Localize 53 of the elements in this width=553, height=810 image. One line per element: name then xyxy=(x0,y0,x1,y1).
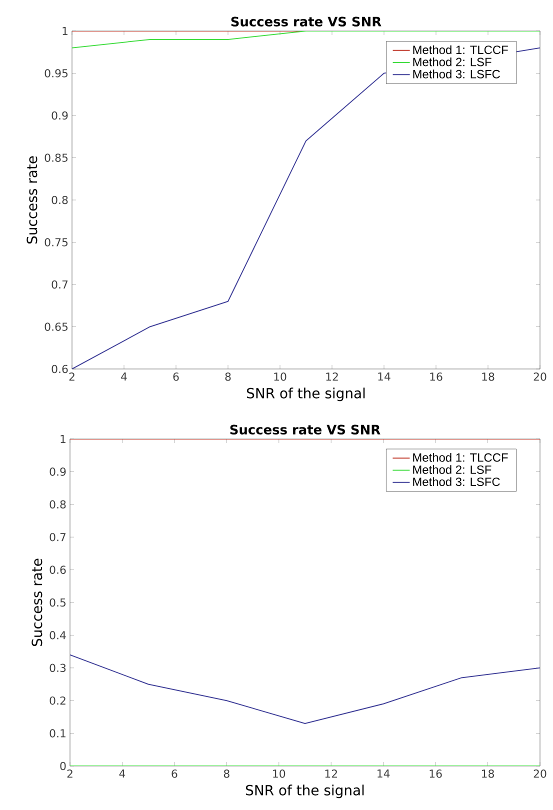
x-axis-title: SNR of the signal xyxy=(246,784,364,798)
y-tick-label: 0.9 xyxy=(52,111,68,120)
x-tick-label: 2 xyxy=(69,372,74,381)
y-tick-label: 0.3 xyxy=(50,664,66,672)
y-tick-label: 0.4 xyxy=(50,631,66,640)
y-tick-label: 0.95 xyxy=(44,69,68,78)
line-series xyxy=(70,654,540,724)
legend-label: Method 1: TLCCF xyxy=(413,452,508,462)
y-tick-label: 0.7 xyxy=(50,532,66,542)
y-tick-label: 0.9 xyxy=(50,468,66,476)
x-tick-label: 20 xyxy=(534,770,546,778)
y-tick-label: 0.6 xyxy=(52,364,68,374)
y-axis-title: Success rate xyxy=(26,156,38,244)
legend-label: Method 3: LSFC xyxy=(413,70,500,78)
x-tick-label: 8 xyxy=(225,372,231,381)
y-axis-title: Success rate xyxy=(32,558,42,646)
y-tick-label: 0 xyxy=(60,762,66,770)
y-tick-label: 0.6 xyxy=(50,566,66,574)
x-tick-label: 10 xyxy=(274,372,286,381)
x-tick-label: 14 xyxy=(378,770,390,778)
chart-title: Success rate VS SNR xyxy=(230,424,380,435)
legend-label: Method 3: LSFC xyxy=(413,477,500,486)
y-tick-label: 0.75 xyxy=(44,238,68,246)
x-tick-label: 18 xyxy=(482,372,494,381)
y-tick-label: 0.5 xyxy=(50,598,66,607)
y-tick-label: 1 xyxy=(62,27,68,35)
x-tick-label: 18 xyxy=(482,770,494,778)
chart-title: Success rate VS SNR xyxy=(231,16,382,26)
x-tick-label: 14 xyxy=(378,372,390,381)
x-tick-label: 20 xyxy=(534,372,546,381)
x-tick-label: 12 xyxy=(325,770,337,778)
y-tick-label: 0.85 xyxy=(44,154,68,162)
y-tick-label: 0.1 xyxy=(50,729,66,738)
legend-label: Method 2: LSF xyxy=(413,465,492,474)
x-tick-label: 6 xyxy=(173,372,179,381)
x-tick-label: 4 xyxy=(121,372,127,381)
x-tick-label: 8 xyxy=(224,770,230,778)
x-tick-label: 16 xyxy=(430,372,442,381)
y-tick-label: 0.65 xyxy=(44,322,68,331)
x-tick-label: 16 xyxy=(430,770,442,778)
y-tick-label: 0.2 xyxy=(50,696,66,705)
x-tick-label: 10 xyxy=(273,770,286,778)
x-tick-label: 6 xyxy=(172,770,178,778)
y-tick-label: 1 xyxy=(60,435,66,443)
x-tick-label: 4 xyxy=(119,770,126,778)
legend-label: Method 1: TLCCF xyxy=(413,45,508,54)
y-tick-label: 0.8 xyxy=(50,500,66,509)
x-tick-label: 12 xyxy=(326,372,338,381)
legend-label: Method 2: LSF xyxy=(413,57,492,66)
y-tick-label: 0.7 xyxy=(52,280,68,289)
x-axis-title: SNR of the signal xyxy=(246,388,365,402)
x-tick-label: 2 xyxy=(67,770,72,778)
y-tick-label: 0.8 xyxy=(52,196,68,204)
